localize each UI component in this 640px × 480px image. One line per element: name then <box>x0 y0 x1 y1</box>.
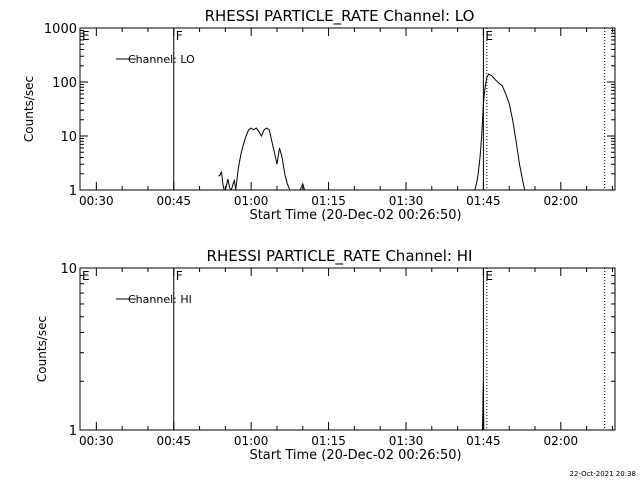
generation-timestamp: 22-Oct-2021 20:38 <box>570 470 636 478</box>
y-tick-label: 1 <box>69 424 77 439</box>
x-tick-label: 00:45 <box>156 194 191 208</box>
chart-title: RHESSI PARTICLE_RATE Channel: LO <box>205 7 475 26</box>
series-group <box>218 73 526 190</box>
series-line-segment <box>482 381 485 430</box>
series-line-segment <box>230 178 237 190</box>
x-tick-label: 01:15 <box>311 434 346 448</box>
legend-label: Channel: HI <box>128 293 192 306</box>
x-tick-label: 01:15 <box>311 194 346 208</box>
marker-label: E <box>485 269 493 283</box>
series-line-segment <box>474 73 526 190</box>
x-tick-label: 01:30 <box>389 194 424 208</box>
lo-channel-panel: RHESSI PARTICLE_RATE Channel: LO Start Ti… <box>22 7 616 223</box>
y-axis-label: Counts/sec <box>35 316 49 382</box>
series-line-segment <box>224 178 231 190</box>
legend-label: Channel: LO <box>128 53 195 66</box>
y-axis-label: Counts/sec <box>22 76 36 142</box>
x-tick-label: 02:00 <box>544 194 579 208</box>
x-tick-label: 02:00 <box>544 434 579 448</box>
y-tick-label: 100 <box>52 76 77 91</box>
x-axis-label: Start Time (20-Dec-02 00:26:50) <box>249 208 461 223</box>
x-tick-label: 01:00 <box>234 434 269 448</box>
x-tick-label: 01:45 <box>466 194 501 208</box>
x-tick-label: 00:45 <box>156 434 191 448</box>
hi-channel-panel: RHESSI PARTICLE_RATE Channel: HI Start Ti… <box>35 247 616 463</box>
series-line-segment <box>218 171 225 190</box>
marker-label: E <box>82 29 90 43</box>
chart-title: RHESSI PARTICLE_RATE Channel: HI <box>207 247 473 266</box>
x-tick-label: 01:45 <box>466 434 501 448</box>
x-axis-label: Start Time (20-Dec-02 00:26:50) <box>249 448 461 463</box>
marker-label: E <box>82 269 90 283</box>
series-line-segment <box>299 182 305 190</box>
marker-label: F <box>176 269 183 283</box>
marker-label: E <box>485 29 493 43</box>
x-tick-label: 00:30 <box>79 434 114 448</box>
y-tick-label: 10 <box>60 130 77 145</box>
series-line-segment <box>235 127 291 190</box>
x-tick-label: 01:30 <box>389 434 424 448</box>
y-tick-label: 10 <box>60 262 77 277</box>
series-group <box>482 381 485 430</box>
x-tick-label: 01:00 <box>234 194 269 208</box>
marker-label: F <box>176 29 183 43</box>
x-tick-label: 00:30 <box>79 194 114 208</box>
y-tick-label: 1 <box>69 184 77 199</box>
y-tick-label: 1000 <box>44 22 77 37</box>
